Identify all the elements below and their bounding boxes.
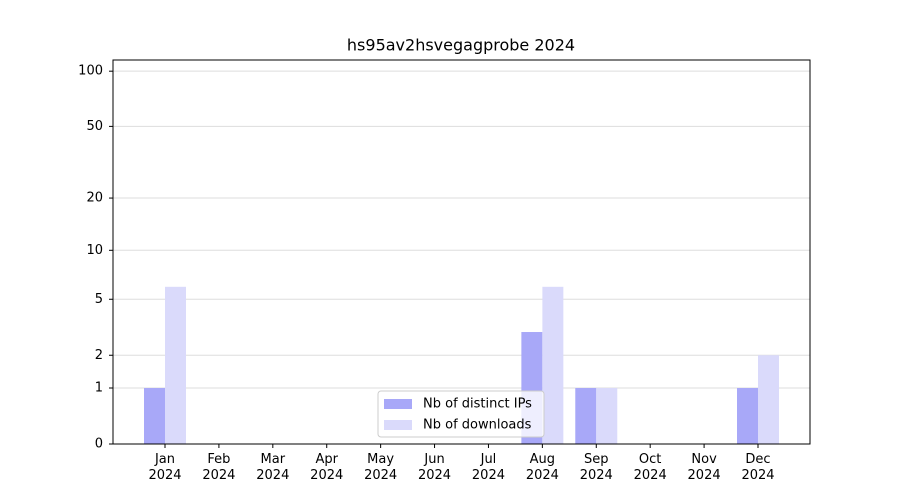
bar — [144, 388, 165, 444]
bar — [165, 286, 186, 444]
x-tick-label: Jul 2024 — [471, 452, 505, 483]
legend-box — [377, 390, 545, 438]
x-tick-label: Jan 2024 — [148, 452, 182, 483]
legend-label: Nb of distinct IPs — [423, 397, 532, 412]
x-tick-label: Jun 2024 — [417, 452, 452, 483]
y-tick-label: 5 — [95, 292, 103, 307]
x-tick-label: Dec 2024 — [741, 452, 775, 483]
bar — [596, 388, 618, 444]
x-tick-label: Apr 2024 — [310, 452, 344, 483]
plot-frame — [112, 59, 811, 445]
legend-swatch — [384, 420, 412, 430]
y-tick-label: 2 — [95, 348, 103, 363]
bar — [542, 286, 564, 444]
x-tick-label: May 2024 — [364, 452, 398, 483]
legend: Nb of distinct IPs Nb of downloads — [377, 390, 545, 438]
bar — [737, 388, 758, 444]
x-tick-label: Sep 2024 — [579, 452, 613, 483]
y-tick-label: 0 — [95, 437, 103, 452]
x-tick-label: Oct 2024 — [633, 452, 667, 483]
legend-label: Nb of downloads — [423, 418, 532, 433]
x-tick-label: Nov 2024 — [687, 452, 721, 483]
y-tick-label: 100 — [78, 64, 103, 79]
x-tick-label: Feb 2024 — [202, 452, 236, 483]
x-tick-label: Aug 2024 — [525, 452, 559, 483]
x-tick-label: Mar 2024 — [256, 452, 290, 483]
y-tick-label: 1 — [95, 381, 103, 396]
chart-title: hs95av2hsvegagprobe 2024 — [347, 36, 575, 55]
y-tick-label: 20 — [86, 191, 103, 206]
legend-swatch — [384, 399, 412, 409]
y-tick-label: 10 — [86, 243, 103, 258]
bar — [575, 388, 597, 444]
bar — [758, 355, 779, 444]
y-tick-label: 50 — [86, 119, 103, 134]
